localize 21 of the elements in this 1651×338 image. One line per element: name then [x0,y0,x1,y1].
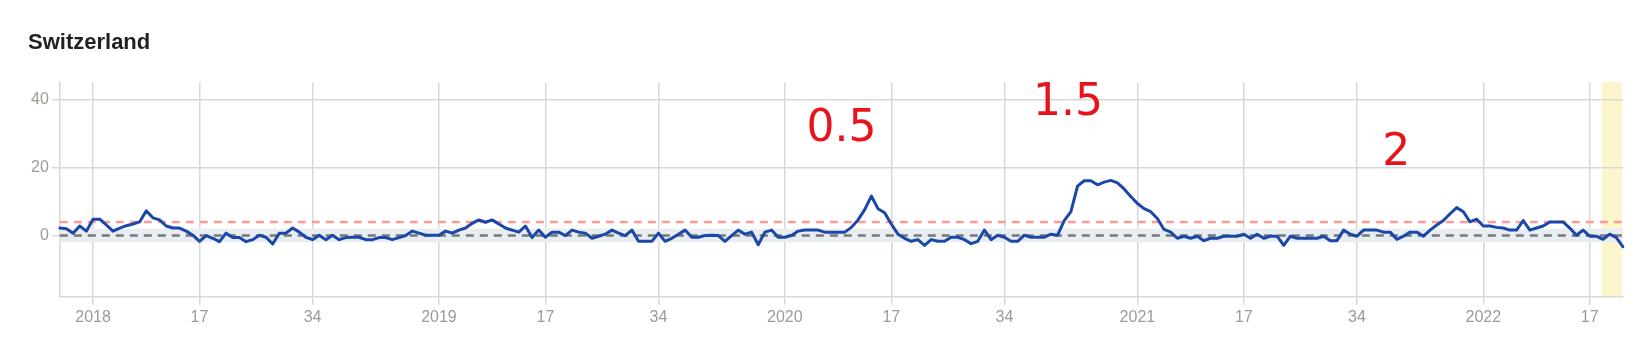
x-tick-label: 34 [1348,307,1366,325]
x-tick-label: 2022 [1465,307,1502,325]
x-tick-label: 2020 [767,307,803,325]
x-tick-label: 17 [882,307,901,325]
x-tick-label: 2019 [421,307,457,325]
annotation: 2 [1382,123,1411,175]
annotation: 0.5 [806,100,877,152]
x-tick-label: 17 [190,307,209,325]
x-tick-label: 2021 [1119,307,1156,325]
annotation: 1.5 [1033,74,1104,126]
x-tick-label: 34 [303,307,322,325]
x-tick-label: 17 [536,307,555,325]
y-tick-label: 0 [39,225,49,243]
y-tick-label: 20 [31,157,49,175]
y-tick-label: 40 [31,89,49,107]
x-tick-label: 17 [1580,307,1599,325]
x-tick-label: 2018 [75,307,111,325]
x-tick-label: 34 [649,307,668,325]
chart-title: Switzerland [28,29,151,55]
x-tick-label: 17 [1234,307,1253,325]
x-tick-label: 34 [995,307,1014,325]
